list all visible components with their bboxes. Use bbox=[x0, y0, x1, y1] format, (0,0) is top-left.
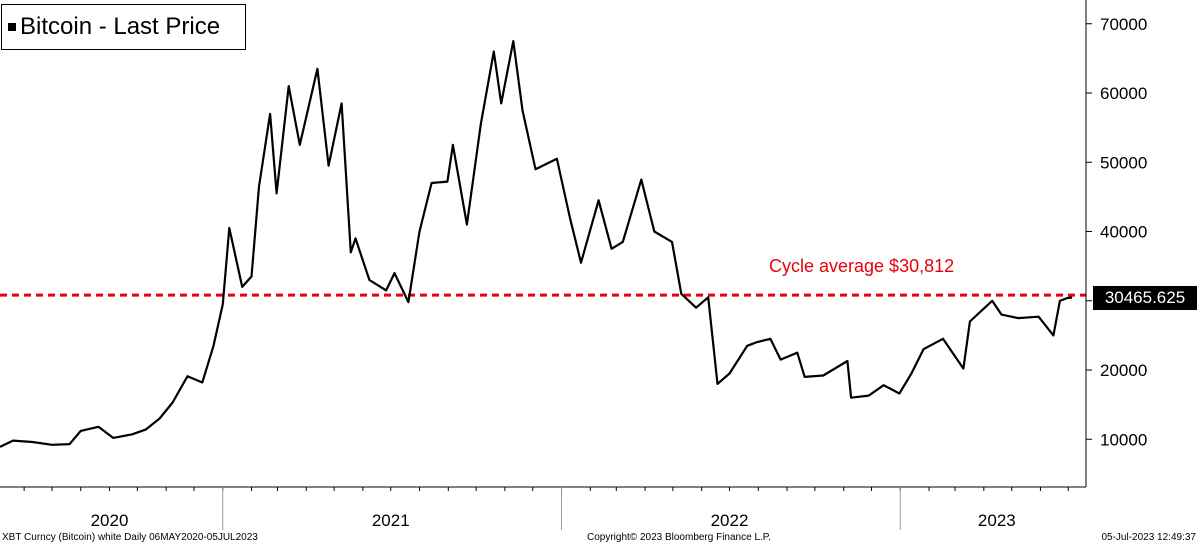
cycle-average-annotation: Cycle average $30,812 bbox=[769, 256, 955, 276]
chart-legend: Bitcoin - Last Price bbox=[1, 4, 246, 50]
y-tick-label: 40000 bbox=[1100, 223, 1147, 242]
footer-copyright: Copyright© 2023 Bloomberg Finance L.P. bbox=[587, 532, 771, 543]
last-price-tag: 30465.625 bbox=[1093, 286, 1197, 310]
y-tick-label: 20000 bbox=[1100, 361, 1147, 380]
footer-ticker: XBT Curncy (Bitcoin) white Daily 06MAY20… bbox=[2, 532, 258, 543]
bitcoin-price-line bbox=[0, 39, 1073, 448]
x-year-label: 2023 bbox=[978, 511, 1016, 530]
y-tick-label: 50000 bbox=[1100, 153, 1147, 172]
y-tick-label: 70000 bbox=[1100, 15, 1147, 34]
footer-timestamp: 05-Jul-2023 12:49:37 bbox=[1101, 532, 1196, 543]
y-tick-label: 60000 bbox=[1100, 84, 1147, 103]
chart-title: Bitcoin - Last Price bbox=[20, 13, 221, 40]
legend-swatch bbox=[8, 23, 16, 31]
y-tick-label: 10000 bbox=[1100, 430, 1147, 449]
x-year-label: 2021 bbox=[372, 511, 410, 530]
x-year-label: 2020 bbox=[91, 511, 129, 530]
x-year-label: 2022 bbox=[711, 511, 749, 530]
